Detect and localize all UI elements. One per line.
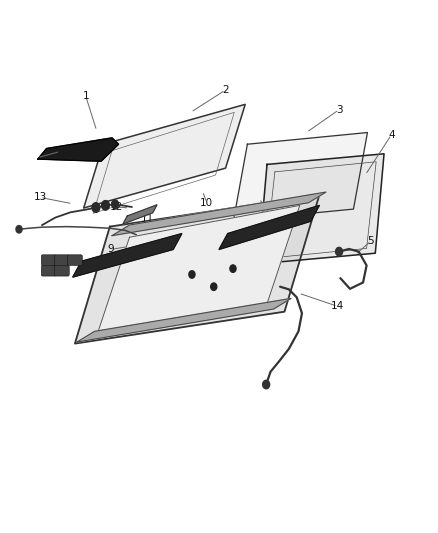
Text: 14: 14 — [331, 301, 344, 311]
Text: 9: 9 — [263, 204, 269, 214]
Text: 7: 7 — [243, 290, 249, 301]
Polygon shape — [258, 154, 384, 264]
Polygon shape — [112, 192, 326, 236]
FancyBboxPatch shape — [41, 265, 56, 276]
Text: 3: 3 — [336, 104, 343, 115]
Circle shape — [263, 380, 270, 389]
Polygon shape — [77, 298, 291, 342]
Circle shape — [102, 200, 110, 210]
Polygon shape — [73, 233, 182, 277]
Text: 10: 10 — [200, 198, 213, 208]
Text: 2: 2 — [222, 85, 229, 95]
Text: 4: 4 — [388, 130, 395, 140]
Circle shape — [189, 271, 195, 278]
Text: 8: 8 — [201, 300, 207, 310]
Polygon shape — [38, 138, 119, 161]
Polygon shape — [84, 104, 245, 208]
Text: 5: 5 — [367, 236, 374, 246]
Text: 6: 6 — [177, 287, 184, 297]
Text: 1: 1 — [82, 91, 89, 101]
Text: 13: 13 — [33, 192, 46, 203]
Text: 12: 12 — [110, 202, 123, 212]
Polygon shape — [123, 205, 157, 224]
Polygon shape — [97, 205, 300, 336]
Polygon shape — [233, 133, 367, 221]
FancyBboxPatch shape — [54, 255, 69, 265]
Circle shape — [112, 200, 119, 208]
FancyBboxPatch shape — [41, 255, 56, 265]
Circle shape — [336, 247, 343, 256]
Text: 11: 11 — [140, 214, 154, 224]
Circle shape — [16, 225, 22, 233]
FancyBboxPatch shape — [67, 255, 82, 265]
Polygon shape — [75, 195, 319, 344]
Circle shape — [92, 203, 100, 212]
Circle shape — [230, 265, 236, 272]
Circle shape — [211, 283, 217, 290]
Text: 9: 9 — [107, 245, 114, 254]
Text: 10: 10 — [145, 264, 158, 273]
FancyBboxPatch shape — [54, 265, 69, 276]
Polygon shape — [219, 205, 319, 249]
